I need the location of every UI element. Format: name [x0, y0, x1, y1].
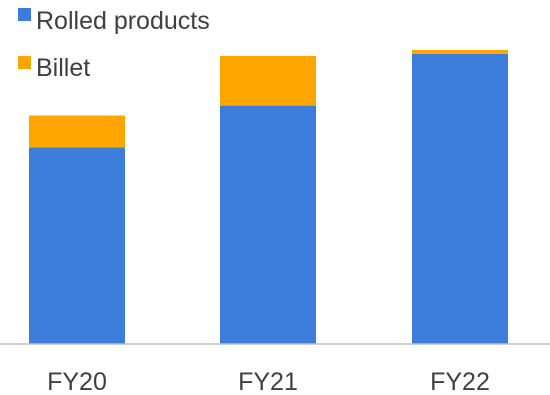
bar-fy20-billet	[29, 115, 125, 148]
legend-swatch-rolled-products	[18, 8, 31, 21]
bars	[29, 49, 508, 345]
x-tick-label-fy20: FY20	[47, 368, 107, 395]
legend: Rolled products Billet	[18, 7, 210, 82]
bar-fy20-rolled-products	[29, 147, 125, 344]
legend-label-billet: Billet	[36, 54, 90, 82]
bar-fy21-rolled-products	[220, 105, 316, 344]
legend-swatch-billet	[18, 56, 31, 69]
x-tick-label-fy22: FY22	[430, 368, 490, 395]
bar-fy21-billet	[220, 55, 316, 106]
bar-fy22-billet	[412, 49, 508, 54]
bar-fy22-rolled-products	[412, 53, 508, 345]
x-tick-label-fy21: FY21	[238, 368, 298, 395]
legend-label-rolled-products: Rolled products	[36, 7, 210, 35]
x-axis-ticks: FY20 FY21 FY22	[47, 368, 490, 395]
